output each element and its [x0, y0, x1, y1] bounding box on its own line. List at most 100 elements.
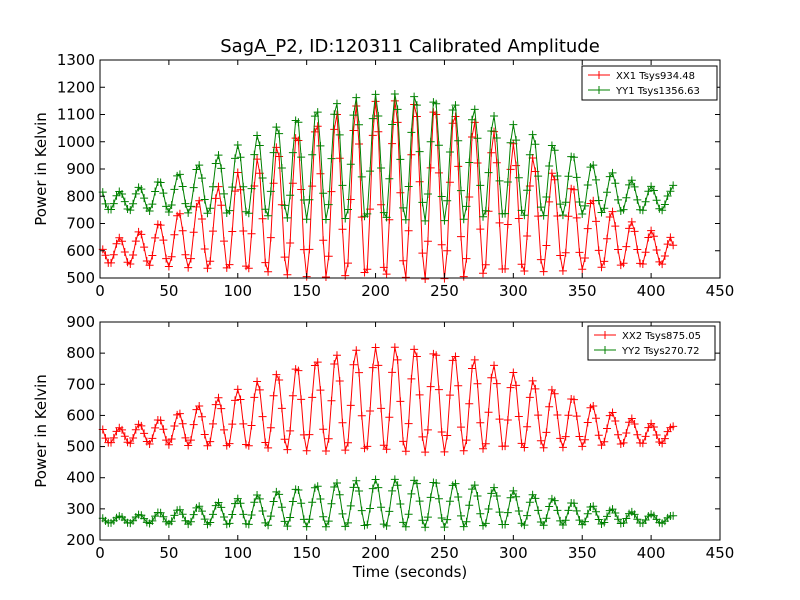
- y-tick-label: 700: [66, 375, 95, 393]
- data-point: [423, 189, 432, 198]
- data-point: [286, 513, 295, 522]
- data-point: [611, 179, 620, 188]
- data-point: [512, 381, 521, 390]
- data-point: [195, 196, 204, 205]
- data-point: [459, 446, 468, 455]
- data-point: [545, 197, 554, 206]
- data-point: [280, 435, 289, 444]
- data-point: [456, 186, 465, 195]
- data-point: [308, 150, 317, 159]
- data-point: [421, 216, 430, 225]
- data-point: [641, 197, 650, 206]
- data-point: [619, 259, 628, 268]
- data-point: [330, 483, 339, 492]
- x-tick-label: 450: [706, 544, 735, 562]
- data-point: [456, 511, 465, 520]
- data-point: [492, 134, 501, 143]
- data-point: [509, 486, 518, 495]
- data-point: [266, 512, 275, 521]
- data-point: [385, 174, 394, 183]
- data-point: [178, 419, 187, 428]
- data-point: [164, 262, 173, 271]
- data-point: [492, 492, 501, 500]
- data-point: [129, 199, 138, 208]
- legend-marker: [595, 71, 603, 79]
- data-point: [346, 501, 355, 510]
- x-tick-label: 250: [430, 544, 459, 562]
- data-point: [162, 254, 171, 263]
- data-point: [492, 158, 501, 167]
- data-point: [456, 423, 465, 432]
- data-point: [208, 419, 217, 428]
- data-point: [404, 182, 413, 191]
- data-point: [261, 205, 270, 214]
- data-point: [225, 260, 234, 269]
- data-point: [379, 208, 388, 217]
- data-point: [368, 114, 377, 123]
- y-tick-label: 800: [66, 344, 95, 362]
- data-point: [118, 189, 127, 198]
- data-point: [327, 187, 336, 196]
- data-point: [352, 101, 361, 110]
- data-point: [355, 139, 364, 148]
- data-point: [233, 494, 242, 503]
- data-point: [131, 237, 140, 246]
- data-point: [321, 215, 330, 224]
- data-point: [520, 267, 529, 276]
- y-tick-label: 600: [66, 242, 95, 260]
- data-point: [332, 351, 341, 360]
- data-point: [286, 191, 295, 200]
- data-point: [633, 430, 642, 439]
- data-point: [547, 169, 556, 178]
- data-point: [523, 186, 532, 195]
- y-axis-label: Power in Kelvin: [32, 112, 50, 226]
- data-point: [275, 490, 284, 499]
- data-point: [410, 92, 419, 101]
- data-point: [247, 184, 256, 193]
- data-point: [649, 422, 658, 431]
- data-point: [148, 434, 157, 443]
- data-point: [228, 183, 237, 192]
- data-point: [561, 516, 570, 525]
- data-point: [310, 112, 319, 121]
- data-point: [495, 218, 504, 227]
- data-point: [349, 483, 358, 492]
- data-point: [575, 432, 584, 441]
- data-point: [506, 165, 515, 174]
- data-point: [371, 90, 380, 99]
- data-point: [324, 434, 333, 443]
- data-point: [412, 479, 421, 488]
- data-point: [349, 360, 358, 369]
- data-point: [170, 422, 179, 431]
- data-point: [423, 513, 432, 522]
- data-point: [319, 425, 328, 434]
- data-point: [451, 479, 460, 488]
- data-point: [264, 211, 273, 220]
- data-point: [547, 141, 556, 150]
- data-point: [514, 214, 523, 223]
- data-point: [660, 200, 669, 209]
- data-point: [388, 486, 397, 495]
- data-point: [415, 497, 424, 506]
- data-point: [575, 197, 584, 206]
- data-point: [663, 240, 672, 249]
- data-point: [140, 243, 149, 252]
- y-tick-label: 700: [66, 215, 95, 233]
- data-point: [437, 240, 446, 249]
- data-point: [258, 412, 267, 421]
- data-point: [255, 494, 264, 503]
- data-point: [341, 214, 350, 223]
- data-point: [288, 391, 297, 400]
- data-point: [517, 206, 526, 215]
- data-point: [415, 177, 424, 186]
- data-point: [407, 150, 416, 159]
- data-point: [583, 224, 592, 233]
- data-point: [418, 432, 427, 441]
- data-point: [264, 267, 273, 276]
- data-point: [186, 254, 195, 263]
- data-point: [512, 161, 521, 170]
- data-point: [658, 260, 667, 269]
- data-point: [197, 412, 206, 421]
- data-point: [443, 196, 452, 205]
- data-point: [137, 185, 146, 194]
